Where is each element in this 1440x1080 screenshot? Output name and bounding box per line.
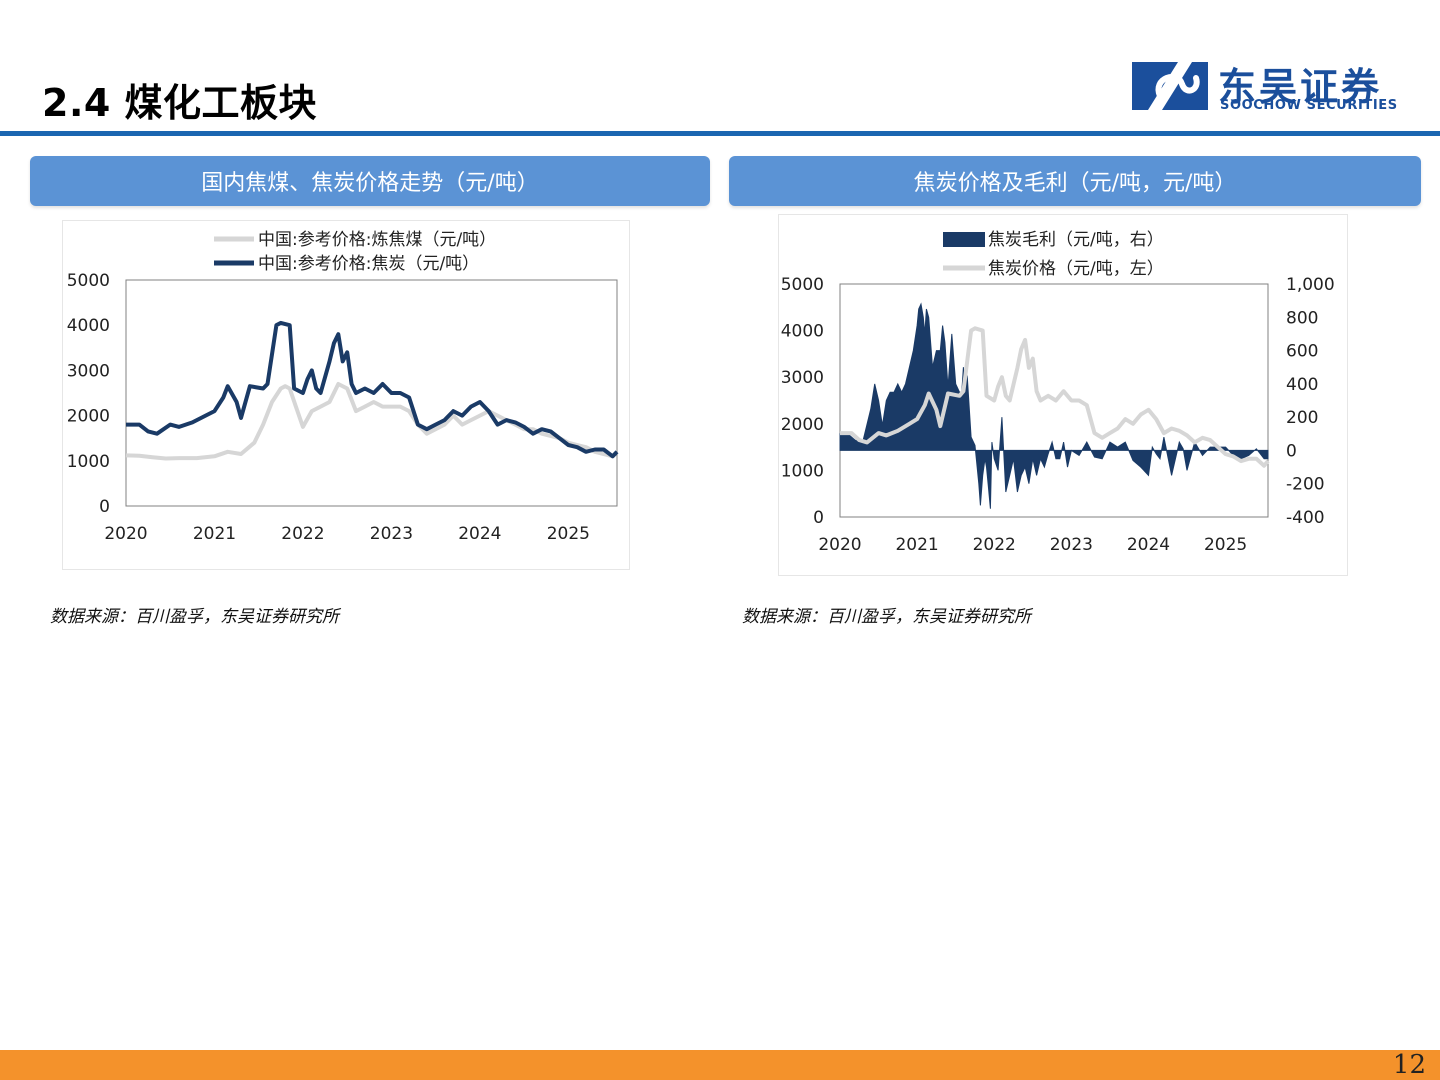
y-tick-label: 0	[99, 497, 110, 517]
x-tick-label: 2020	[104, 524, 147, 544]
y-right-tick-label: -400	[1286, 508, 1325, 528]
y-left-tick-label: 0	[813, 508, 824, 528]
y-left-tick-label: 5000	[781, 275, 824, 295]
y-right-tick-label: 1,000	[1286, 275, 1335, 295]
legend: 焦炭毛利（元/吨，右） 焦炭价格（元/吨，左）	[943, 230, 1164, 279]
y-left-tick-label: 1000	[781, 461, 824, 481]
coal-coke-price-chart: 0 1000 2000 3000 4000 5000 2020 2021 2022 2023 20…	[62, 220, 630, 570]
left-source-note: 数据来源：百川盈孚，东吴证券研究所	[50, 607, 339, 627]
y-right-tick-label: 0	[1286, 441, 1297, 461]
y-right-tick-label: 800	[1286, 308, 1318, 328]
y-right-tick-label: 600	[1286, 342, 1318, 362]
x-tick-label: 2023	[370, 524, 413, 544]
legend-label-coke-price: 焦炭价格（元/吨，左）	[988, 259, 1164, 279]
soochow-logo-icon	[1132, 62, 1208, 110]
logo-text-en: SOOCHOW SECURITIES	[1220, 98, 1398, 113]
header-rule	[0, 131, 1440, 136]
y-right-tick-label: -200	[1286, 475, 1325, 495]
y-right-tick-label: 400	[1286, 375, 1318, 395]
y-left-tick-label: 3000	[781, 368, 824, 388]
left-panel-header: 国内焦煤、焦炭价格走势（元/吨）	[30, 156, 710, 206]
x-tick-label: 2020	[818, 535, 861, 555]
legend-label-margin: 焦炭毛利（元/吨，右）	[988, 230, 1164, 250]
y-tick-label: 2000	[67, 407, 110, 427]
y-left-tick-label: 4000	[781, 322, 824, 342]
page-number: 12	[1392, 1050, 1426, 1080]
chart-frame	[62, 220, 630, 570]
right-source-note: 数据来源：百川盈孚，东吴证券研究所	[742, 607, 1031, 627]
legend-label-coking-coal: 中国:参考价格:炼焦煤（元/吨）	[258, 230, 496, 250]
y-tick-label: 3000	[67, 361, 110, 381]
y-tick-label: 5000	[67, 271, 110, 291]
y-left-tick-label: 2000	[781, 415, 824, 435]
legend-label-coke: 中国:参考价格:焦炭（元/吨）	[258, 254, 479, 274]
x-tick-label: 2021	[193, 524, 236, 544]
right-panel-header: 焦炭价格及毛利（元/吨，元/吨）	[729, 156, 1421, 206]
plot-area	[839, 283, 1269, 518]
x-tick-label: 2025	[547, 524, 590, 544]
x-tick-label: 2021	[895, 535, 938, 555]
x-tick-label: 2024	[458, 524, 501, 544]
x-tick-label: 2025	[1204, 535, 1247, 555]
x-tick-label: 2022	[973, 535, 1016, 555]
series-line-coke	[126, 320, 619, 459]
legend-swatch-margin	[943, 232, 985, 247]
y-right-tick-label: 200	[1286, 408, 1318, 428]
y-tick-label: 1000	[67, 452, 110, 472]
logo-text-cn: 东吴证券	[1218, 65, 1383, 109]
footer-bar	[0, 1050, 1440, 1080]
x-tick-label: 2024	[1127, 535, 1170, 555]
x-tick-label: 2023	[1050, 535, 1093, 555]
y-tick-label: 4000	[67, 316, 110, 336]
coke-price-margin-chart: 0 1000 2000 3000 4000 5000 -400 -200 0 200 400 600…	[778, 214, 1348, 576]
company-logo: 东吴证券 SOOCHOW SECURITIES	[1130, 56, 1420, 116]
plot-area	[125, 279, 618, 507]
page-title: 2.4 煤化工板块	[42, 81, 318, 125]
series-line-coke-price	[840, 326, 1270, 468]
x-tick-label: 2022	[281, 524, 324, 544]
legend: 中国:参考价格:炼焦煤（元/吨） 中国:参考价格:焦炭（元/吨）	[214, 230, 496, 274]
